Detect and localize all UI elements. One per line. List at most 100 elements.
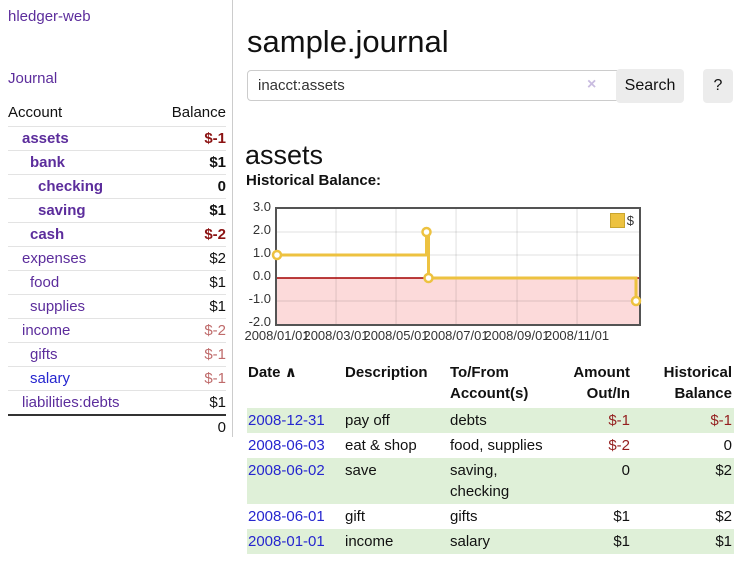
transaction-row: 2008-06-02 save saving, checking 0 $2 xyxy=(247,458,734,504)
account-balance: $1 xyxy=(154,390,226,415)
y-axis-tick-label: 3.0 xyxy=(252,199,271,214)
page-title: sample.journal xyxy=(247,23,449,59)
transaction-description: pay off xyxy=(345,412,390,429)
help-button[interactable]: ? xyxy=(703,69,733,103)
transaction-description: gift xyxy=(345,508,366,525)
account-balance: $-2 xyxy=(154,318,226,343)
account-column-header: Account xyxy=(8,104,63,121)
account-link-assets[interactable]: assets xyxy=(22,130,69,147)
legend-swatch-icon xyxy=(609,213,625,228)
transaction-balance: $2 xyxy=(715,508,732,525)
transaction-amount: $-1 xyxy=(608,412,630,429)
account-row: food $1 xyxy=(8,270,226,295)
search-input[interactable] xyxy=(247,70,630,101)
y-axis-tick-label: -2.0 xyxy=(248,314,271,329)
account-link-liabilities-debts[interactable]: liabilities:debts xyxy=(22,394,120,411)
account-link-saving[interactable]: saving xyxy=(38,202,86,219)
search-button[interactable]: Search xyxy=(616,69,684,103)
transaction-accounts: debts xyxy=(450,412,487,429)
account-total-row: 0 xyxy=(8,414,226,439)
transaction-row: 2008-06-03 eat & shop food, supplies $-2 0 xyxy=(247,433,734,458)
transaction-accounts: gifts xyxy=(450,508,478,525)
transaction-row: 2008-01-01 income salary $1 $1 xyxy=(247,529,734,554)
account-balance: $-1 xyxy=(154,366,226,391)
transaction-date-link[interactable]: 2008-01-01 xyxy=(248,533,325,550)
account-row: income $-2 xyxy=(8,318,226,343)
account-link-supplies[interactable]: supplies xyxy=(30,298,86,315)
transaction-amount: 0 xyxy=(621,462,630,479)
y-axis-tick-label: 0.0 xyxy=(252,268,271,283)
account-row: saving $1 xyxy=(8,198,226,223)
transaction-date-link[interactable]: 2008-06-02 xyxy=(248,462,325,479)
transaction-amount: $1 xyxy=(613,533,630,550)
register-header-row: Date ∧ Description To/From Account(s) Am… xyxy=(247,360,734,408)
transaction-row: 2008-12-31 pay off debts $-1 $-1 xyxy=(247,408,734,433)
transaction-balance: $2 xyxy=(715,462,732,479)
account-row: checking 0 xyxy=(8,174,226,199)
account-link-checking[interactable]: checking xyxy=(38,178,104,195)
account-balance: $2 xyxy=(154,246,226,271)
balance-column-header: Historical Balance xyxy=(663,364,732,402)
account-link-gifts[interactable]: gifts xyxy=(30,346,58,363)
account-link-income[interactable]: income xyxy=(22,322,71,339)
legend-label: $ xyxy=(626,213,634,228)
data-point-marker xyxy=(630,295,642,307)
account-balance: $-1 xyxy=(154,126,226,151)
description-column-header: Description xyxy=(345,364,428,381)
x-axis-tick-label: 2008/09/01 xyxy=(484,328,550,343)
data-point-marker xyxy=(271,249,283,261)
account-balance: $1 xyxy=(154,270,226,295)
register-table: Date ∧ Description To/From Account(s) Am… xyxy=(247,360,734,554)
account-balance: $1 xyxy=(154,150,226,175)
accounts-column-header: To/From Account(s) xyxy=(450,364,529,402)
transaction-accounts: salary xyxy=(450,533,491,550)
transaction-description: eat & shop xyxy=(345,437,417,454)
brand-link[interactable]: hledger-web xyxy=(8,8,91,25)
account-row: assets $-1 xyxy=(8,126,226,151)
account-balance: $1 xyxy=(154,294,226,319)
account-row: gifts $-1 xyxy=(8,342,226,367)
x-axis-tick-label: 2008/05/01 xyxy=(363,328,429,343)
account-total-balance: 0 xyxy=(154,414,226,439)
chart-canvas xyxy=(271,209,642,324)
historical-balance-chart: 3.0 2.0 1.0 0.0 -1.0 -2.0 $ 2008/01/01 2008/03… xyxy=(244,199,742,349)
transaction-balance: $1 xyxy=(715,533,732,550)
account-tree-header: Account Balance xyxy=(8,101,226,127)
account-link-food[interactable]: food xyxy=(30,274,60,291)
negative-region xyxy=(277,278,639,324)
account-link-cash[interactable]: cash xyxy=(30,226,65,243)
transaction-balance: 0 xyxy=(723,437,732,454)
account-link-expenses[interactable]: expenses xyxy=(22,250,87,267)
account-row: supplies $1 xyxy=(8,294,226,319)
clear-search-icon[interactable]: × xyxy=(587,76,597,93)
chart-legend: $ xyxy=(609,213,634,228)
account-row: cash $-2 xyxy=(8,222,226,247)
sidebar-item-journal[interactable]: Journal xyxy=(8,70,58,87)
transaction-description: save xyxy=(345,462,377,479)
account-link-bank[interactable]: bank xyxy=(30,154,66,171)
transaction-amount: $-2 xyxy=(608,437,630,454)
sidebar-divider xyxy=(232,0,233,437)
y-axis-tick-label: 1.0 xyxy=(252,245,271,260)
transaction-date-link[interactable]: 2008-12-31 xyxy=(248,412,325,429)
account-row: liabilities:debts $1 xyxy=(8,390,226,415)
transaction-accounts: saving, checking xyxy=(450,462,510,500)
account-balance: 0 xyxy=(154,174,226,199)
x-axis-tick-label: 2008/07/01 xyxy=(423,328,489,343)
account-row: bank $1 xyxy=(8,150,226,175)
sort-ascending-icon: ∧ xyxy=(284,364,297,381)
transaction-row: 2008-06-01 gift gifts $1 $2 xyxy=(247,504,734,529)
x-axis-tick-label: 2008/01/01 xyxy=(244,328,310,343)
account-balance: $-1 xyxy=(154,342,226,367)
date-column-header[interactable]: Date ∧ xyxy=(248,364,297,381)
transaction-date-link[interactable]: 2008-06-03 xyxy=(248,437,325,454)
account-row: expenses $2 xyxy=(8,246,226,271)
transaction-amount: $1 xyxy=(613,508,630,525)
chart-title: Historical Balance: xyxy=(246,172,382,189)
account-link-salary[interactable]: salary xyxy=(30,370,71,387)
transaction-balance: $-1 xyxy=(710,412,732,429)
transaction-date-link[interactable]: 2008-06-01 xyxy=(248,508,325,525)
account-heading: assets xyxy=(245,140,324,171)
amount-column-header: Amount Out/In xyxy=(573,364,630,402)
